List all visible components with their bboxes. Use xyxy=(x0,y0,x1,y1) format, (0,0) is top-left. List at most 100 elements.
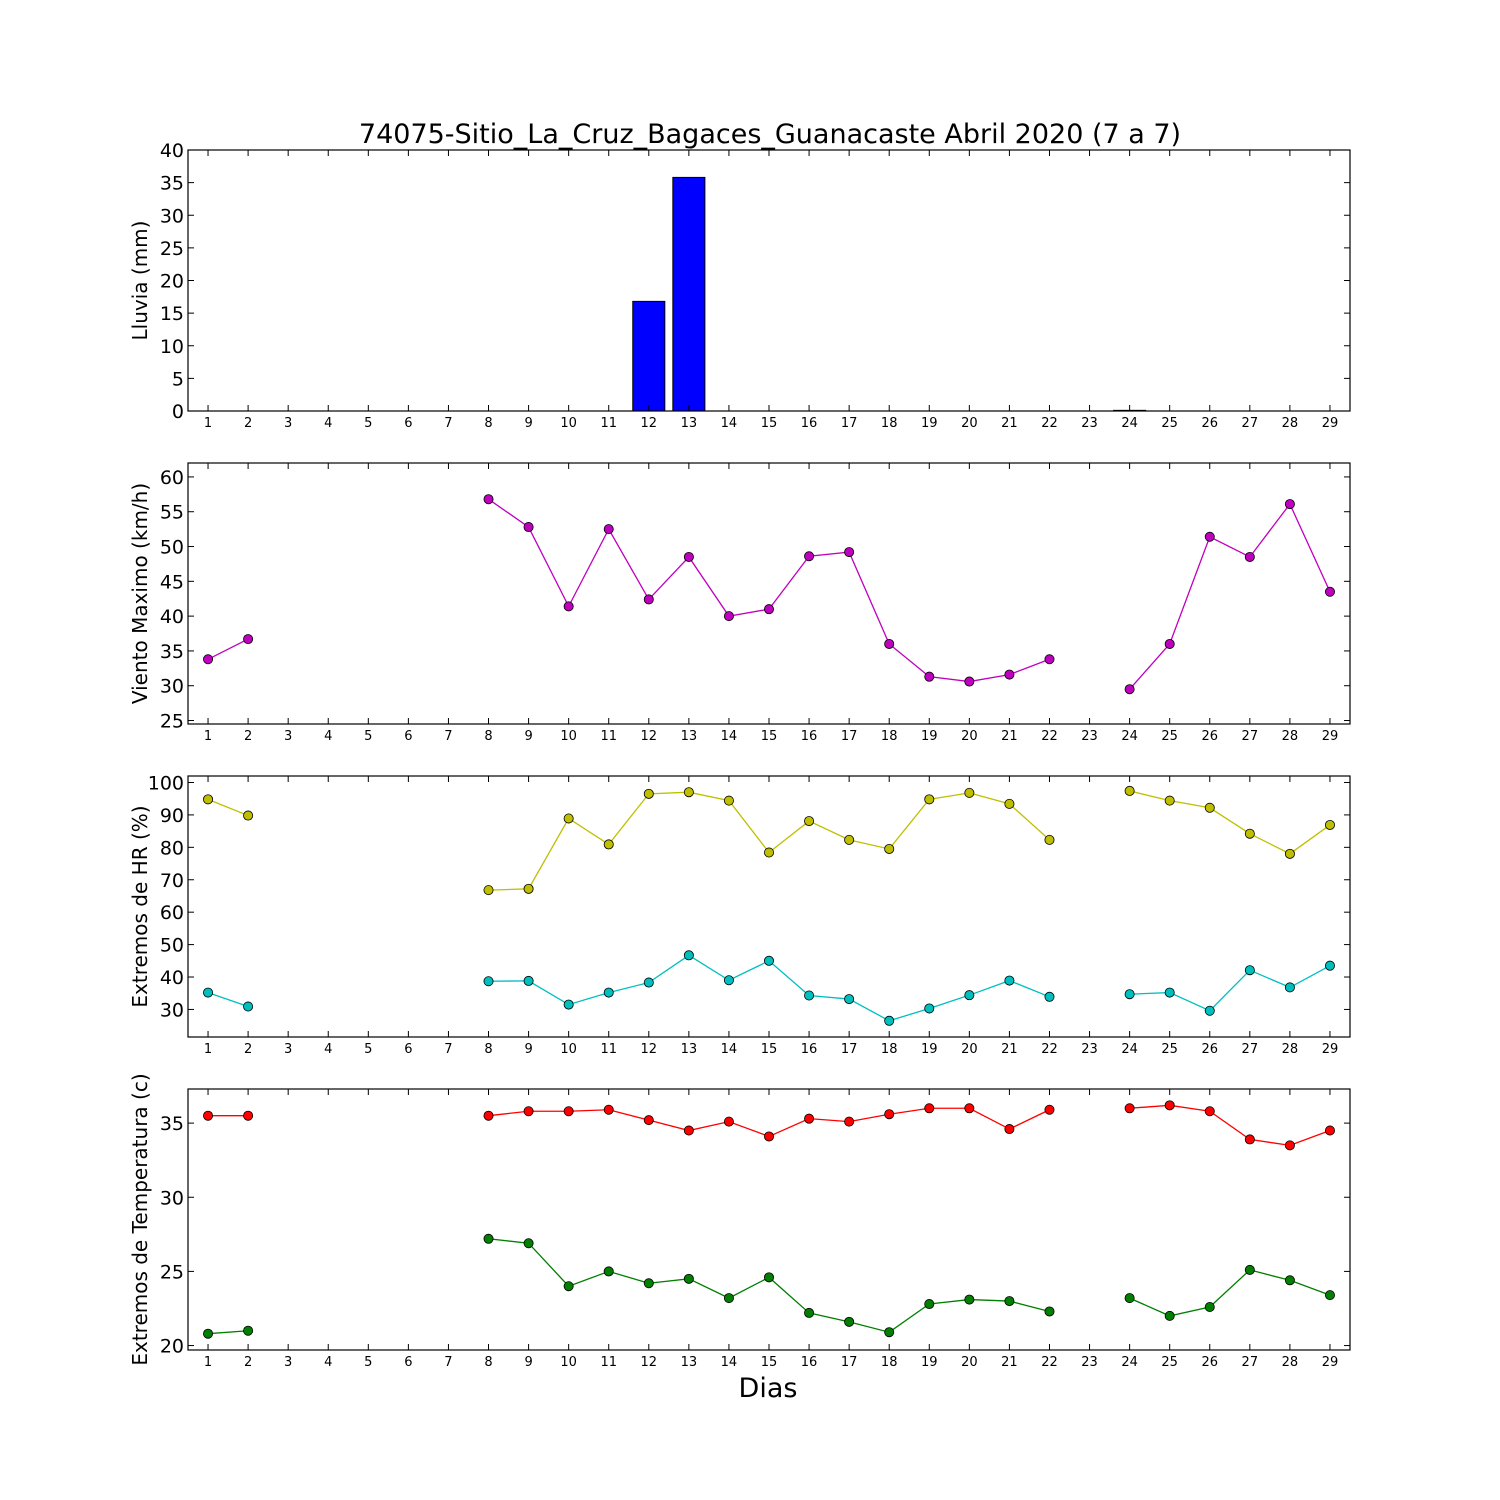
humidity-series-1-point-27 xyxy=(1244,965,1255,976)
humidity-xtick-label-3: 3 xyxy=(284,1042,292,1057)
humidity-xtick-label-11: 11 xyxy=(600,1042,617,1057)
rain-xtick-label-2: 2 xyxy=(244,416,252,431)
wind-xtick-label-3: 3 xyxy=(284,729,292,744)
humidity-series-0-point-27 xyxy=(1244,828,1255,839)
humidity-series-0-point-9 xyxy=(523,883,534,894)
wind-xtick-label-23: 23 xyxy=(1081,729,1098,744)
humidity-series-0-point-8 xyxy=(483,885,494,896)
wind-series-0-point-14 xyxy=(723,611,734,622)
temperature-xtick-label-16: 16 xyxy=(801,1355,818,1370)
humidity-xtick-label-14: 14 xyxy=(721,1042,738,1057)
humidity-xtick-label-4: 4 xyxy=(324,1042,332,1057)
humidity-series-0-point-24 xyxy=(1124,785,1135,796)
wind-xtick-label-7: 7 xyxy=(444,729,452,744)
wind-ytick-label-35: 35 xyxy=(160,641,184,663)
rain-y-axis-title: Lluvia (mm) xyxy=(128,221,152,341)
temperature-series-0-point-14 xyxy=(723,1116,734,1127)
temperature-series-1-point-18 xyxy=(884,1327,895,1338)
humidity-ytick-label-80: 80 xyxy=(160,837,184,859)
rain-xtick-label-10: 10 xyxy=(560,416,577,431)
humidity-xtick-label-27: 27 xyxy=(1242,1042,1259,1057)
humidity-ytick-label-40: 40 xyxy=(160,967,184,989)
temperature-xtick-label-9: 9 xyxy=(524,1355,532,1370)
rain-xtick-label-8: 8 xyxy=(484,416,492,431)
temperature-series-1-point-21 xyxy=(1004,1296,1015,1307)
temperature-series-0-point-29 xyxy=(1324,1125,1335,1136)
temperature-ytick-label-35: 35 xyxy=(160,1113,184,1135)
temperature-xtick-label-22: 22 xyxy=(1041,1355,1058,1370)
temperature-series-0-point-17 xyxy=(844,1116,855,1127)
humidity-xtick-label-17: 17 xyxy=(841,1042,858,1057)
wind-series-0-point-11 xyxy=(603,524,614,535)
humidity-xtick-label-18: 18 xyxy=(881,1042,898,1057)
temperature-series-1-point-20 xyxy=(964,1294,975,1305)
humidity-series-0-point-17 xyxy=(844,834,855,845)
temperature-series-0-point-25 xyxy=(1164,1100,1175,1111)
wind-ytick-label-25: 25 xyxy=(160,711,184,733)
humidity-series-1-point-29 xyxy=(1324,960,1335,971)
wind-series-0-point-19 xyxy=(924,671,935,682)
temperature-ytick-label-20: 20 xyxy=(160,1336,184,1358)
rain-ytick-label-40: 40 xyxy=(160,140,184,162)
rain-xtick-label-11: 11 xyxy=(600,416,617,431)
temperature-series-0-point-28 xyxy=(1284,1140,1295,1151)
temperature-series-0-point-22 xyxy=(1044,1104,1055,1115)
wind-xtick-label-18: 18 xyxy=(881,729,898,744)
wind-xtick-label-10: 10 xyxy=(560,729,577,744)
temperature-xtick-label-3: 3 xyxy=(284,1355,292,1370)
temperature-y-axis-title: Extremos de Temperatura (c) xyxy=(128,1073,152,1365)
humidity-series-0-point-21 xyxy=(1004,798,1015,809)
humidity-xtick-label-10: 10 xyxy=(560,1042,577,1057)
humidity-xtick-label-28: 28 xyxy=(1282,1042,1299,1057)
humidity-series-1-point-2 xyxy=(243,1001,254,1012)
humidity-series-0-point-22 xyxy=(1044,834,1055,845)
humidity-series-1-point-12 xyxy=(643,977,654,988)
temperature-xtick-label-25: 25 xyxy=(1161,1355,1178,1370)
wind-ytick-label-55: 55 xyxy=(160,502,184,524)
humidity-series-0-point-11 xyxy=(603,839,614,850)
temperature-series-1-point-25 xyxy=(1164,1310,1175,1321)
rain-xtick-label-27: 27 xyxy=(1242,416,1259,431)
rain-ytick-label-5: 5 xyxy=(172,368,184,390)
rain-xtick-label-1: 1 xyxy=(204,416,212,431)
humidity-series-0-point-14 xyxy=(723,795,734,806)
rain-xtick-label-7: 7 xyxy=(444,416,452,431)
temperature-series-1-point-28 xyxy=(1284,1275,1295,1286)
temperature-series-0-line-2 xyxy=(1129,1104,1331,1147)
rain-ytick-label-25: 25 xyxy=(160,238,184,260)
rain-xtick-label-21: 21 xyxy=(1001,416,1018,431)
humidity-xtick-label-1: 1 xyxy=(204,1042,212,1057)
humidity-series-0-point-25 xyxy=(1164,795,1175,806)
rain-xtick-label-16: 16 xyxy=(801,416,818,431)
humidity-ytick-label-30: 30 xyxy=(160,999,184,1021)
humidity-series-1-point-13 xyxy=(683,950,694,961)
rain-ytick-label-20: 20 xyxy=(160,271,184,293)
rain-bar-13 xyxy=(672,176,706,412)
temperature-xtick-label-2: 2 xyxy=(244,1355,252,1370)
humidity-series-0-point-15 xyxy=(764,847,775,858)
humidity-xtick-label-21: 21 xyxy=(1001,1042,1018,1057)
wind-ytick-label-45: 45 xyxy=(160,571,184,593)
humidity-series-1-point-9 xyxy=(523,975,534,986)
temperature-series-1-line-2 xyxy=(1129,1269,1331,1317)
wind-xtick-label-26: 26 xyxy=(1201,729,1218,744)
wind-ytick-label-30: 30 xyxy=(160,676,184,698)
humidity-series-1-point-15 xyxy=(764,955,775,966)
wind-xtick-label-21: 21 xyxy=(1001,729,1018,744)
wind-series-0-point-16 xyxy=(804,551,815,562)
humidity-series-1-point-21 xyxy=(1004,975,1015,986)
wind-xtick-label-20: 20 xyxy=(961,729,978,744)
humidity-series-0-point-20 xyxy=(964,787,975,798)
humidity-ytick-label-70: 70 xyxy=(160,870,184,892)
rain-ytick-label-30: 30 xyxy=(160,205,184,227)
temperature-xtick-label-24: 24 xyxy=(1121,1355,1138,1370)
wind-ytick-label-50: 50 xyxy=(160,537,184,559)
temperature-series-1-point-13 xyxy=(683,1273,694,1284)
temperature-series-1-point-8 xyxy=(483,1233,494,1244)
humidity-xtick-label-9: 9 xyxy=(524,1042,532,1057)
temperature-series-1-point-15 xyxy=(764,1272,775,1283)
wind-series-0-point-12 xyxy=(643,594,654,605)
wind-xtick-label-27: 27 xyxy=(1242,729,1259,744)
humidity-ytick-label-90: 90 xyxy=(160,805,184,827)
humidity-xtick-label-19: 19 xyxy=(921,1042,938,1057)
